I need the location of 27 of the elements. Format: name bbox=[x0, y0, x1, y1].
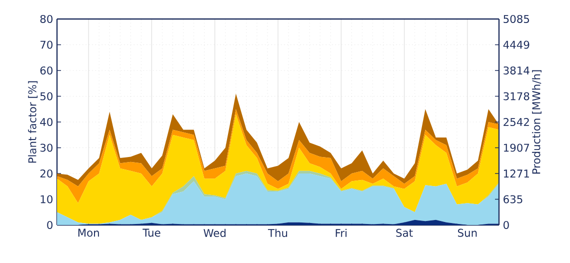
x-tick-label: Mon bbox=[78, 228, 99, 237]
y2-tick-label: 1907 bbox=[504, 144, 530, 152]
x-tick-label: Fri bbox=[336, 228, 347, 237]
y-tick-label: 20 bbox=[40, 169, 52, 178]
x-tick-label: Sat bbox=[396, 228, 413, 237]
x-tick-label: Sun bbox=[458, 228, 477, 237]
y2-tick-label: 3814 bbox=[504, 66, 530, 75]
y-tick-label: 50 bbox=[40, 92, 52, 100]
y2-tick-label: 2542 bbox=[504, 118, 529, 126]
x-tick-label: Tue bbox=[142, 228, 160, 237]
y2-tick-label: 4449 bbox=[503, 40, 530, 49]
y-tick-label: 30 bbox=[40, 144, 52, 152]
y-tick-label: 0 bbox=[47, 220, 52, 230]
y-tick-label: 40 bbox=[40, 118, 52, 126]
y-tick-label: 80 bbox=[40, 14, 52, 24]
y-axis-title: Plant factor [%] bbox=[28, 81, 38, 163]
y2-axis-title: Production [MWh/h] bbox=[532, 70, 542, 174]
y-tick-label: 60 bbox=[40, 66, 52, 75]
y2-tick-label: 3178 bbox=[504, 92, 530, 100]
y-tick-label: 10 bbox=[40, 195, 52, 204]
y2-tick-label: 5085 bbox=[504, 14, 530, 24]
x-tick-label: Wed bbox=[204, 228, 226, 238]
y2-tick-label: 0 bbox=[504, 220, 509, 230]
y-tick-label: 70 bbox=[40, 40, 52, 49]
x-tick-label: Thu bbox=[268, 228, 288, 238]
y2-tick-label: 1271 bbox=[504, 170, 529, 178]
y2-tick-label: 635 bbox=[504, 195, 522, 204]
